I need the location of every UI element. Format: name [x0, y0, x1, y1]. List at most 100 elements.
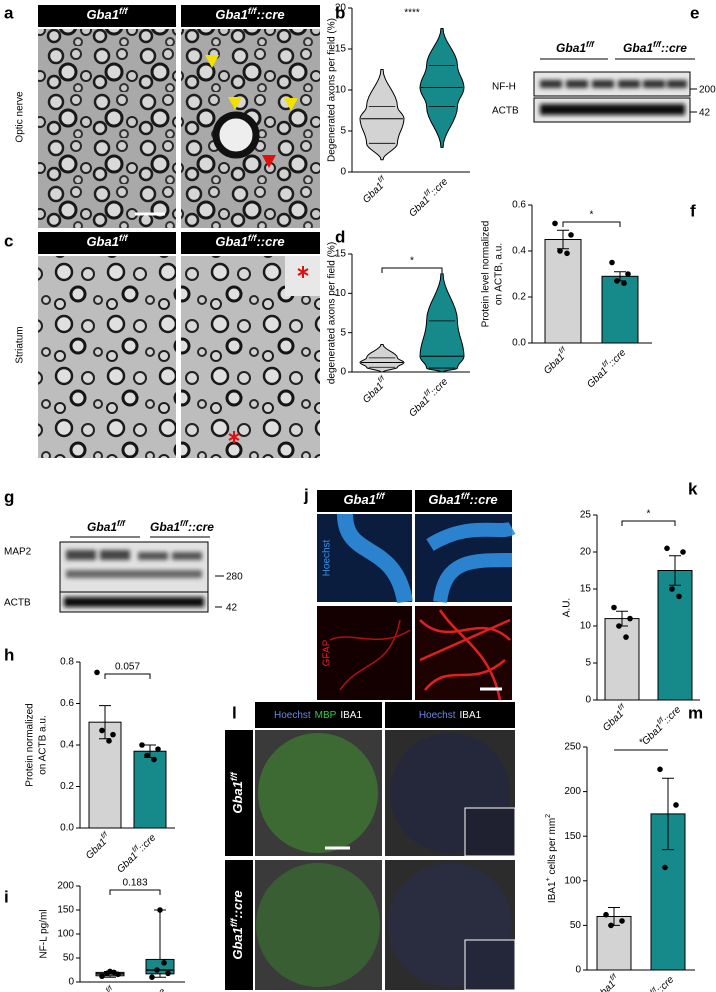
band-label: ACTB	[492, 106, 519, 117]
data-point	[564, 250, 570, 257]
x-tick-label: Gba1f/f::cre	[406, 175, 451, 220]
panel-label: e	[690, 3, 699, 22]
gene-name: Gba1	[87, 520, 117, 534]
y-tick-label: 10	[580, 621, 592, 632]
data-point	[568, 232, 574, 238]
stain-label: Hoechst	[322, 539, 333, 576]
gene-superscript: f/f	[586, 39, 595, 49]
inset	[464, 939, 516, 991]
image-header: Gba1f/f::cre	[215, 233, 284, 249]
data-point	[608, 922, 614, 929]
bar	[657, 570, 693, 701]
y-tick-label: 25	[580, 510, 592, 521]
x-tick-label: Gba1f/f	[360, 374, 391, 405]
gene-superscript: f/f	[131, 844, 141, 854]
y-tick-label: 15	[580, 584, 592, 595]
gene-name: Gba1	[86, 234, 119, 249]
significance-label: ****	[404, 8, 420, 19]
y-tick-label: 0	[340, 367, 346, 378]
inset	[464, 807, 516, 857]
gene-name: Gba1	[150, 520, 180, 534]
gene-name: Gba1	[556, 41, 586, 55]
data-point	[609, 259, 615, 266]
data-point	[161, 960, 167, 966]
image-header: Gba1f/f	[343, 491, 385, 507]
y-tick-label: 5	[340, 126, 346, 137]
data-point	[616, 623, 622, 629]
error-bar	[669, 555, 681, 586]
bar	[601, 275, 639, 344]
y-tick-label: 0	[585, 695, 591, 706]
gene-superscript: f/f	[180, 518, 189, 528]
panel-label: l	[232, 703, 237, 722]
y-tick-label: 0.6	[512, 200, 526, 211]
header-box	[38, 232, 176, 254]
band-label: NF-H	[492, 82, 516, 93]
data-point	[614, 278, 620, 284]
arrowhead	[262, 155, 276, 168]
significance-bar	[562, 221, 621, 227]
blot-header: Gba1f/f::cre	[623, 39, 687, 55]
header-box	[181, 5, 320, 27]
blot-bands	[540, 80, 687, 115]
data-point	[621, 280, 627, 287]
blot-header: Gba1f/f::cre	[150, 518, 214, 534]
blot-bands	[64, 550, 204, 607]
gfap-signal	[329, 619, 411, 691]
gene-superscript: f/f	[376, 491, 386, 501]
gene-suffix: ::cre	[256, 7, 284, 22]
gene-superscript: f/f	[423, 388, 433, 398]
gene-name: Gba1	[361, 380, 386, 405]
y-tick-label: 0.0	[512, 338, 526, 349]
data-point	[99, 727, 105, 734]
violin	[359, 69, 405, 161]
x-tick-label: Gba1f/f	[592, 972, 623, 992]
data-point	[139, 742, 145, 748]
stain-header: Hoechst IBA1	[419, 710, 482, 721]
header-box	[415, 490, 512, 512]
y-tick-label: 20	[580, 547, 592, 558]
x-tick-label: Gba1f/f::cre	[124, 985, 169, 992]
y-tick-label: 0.6	[60, 698, 74, 709]
gene-superscript: f/f	[105, 984, 115, 992]
significance-label: *	[410, 256, 414, 267]
asterisk-marker	[228, 431, 240, 443]
data-point	[106, 738, 112, 744]
gene-name: Gba1	[86, 7, 119, 22]
y-tick-label: 5	[585, 658, 591, 669]
region-label: Optic nerve	[15, 91, 26, 143]
gene-name: Gba1	[84, 836, 109, 861]
gene-suffix: ::cre	[230, 890, 245, 918]
em-image	[38, 29, 176, 228]
stain-word: IBA1	[340, 710, 362, 721]
stain-word: MBP	[315, 710, 337, 721]
gene-suffix: ::cre	[146, 986, 168, 992]
panel-label: a	[4, 3, 14, 22]
band-label: ACTB	[4, 598, 31, 609]
y-tick-label: 0.2	[60, 781, 74, 792]
nerve-section	[258, 733, 378, 853]
size-marker: 42	[699, 108, 711, 119]
axis-label: NF-L pg/ml	[39, 909, 50, 958]
gene-name: Gba1	[428, 492, 461, 507]
y-tick-label: 5	[340, 327, 346, 338]
significance-bar	[104, 673, 151, 679]
x-tick-label: Gba1f/f	[88, 984, 119, 992]
gene-suffix: ::cre	[606, 347, 628, 369]
header-box	[38, 5, 176, 27]
y-tick-label: 50	[63, 953, 75, 964]
asterisk-marker	[297, 266, 309, 278]
data-point	[552, 220, 558, 227]
y-tick-label: 0.0	[60, 823, 74, 834]
gene-superscript: f/f	[117, 518, 126, 528]
data-point	[99, 973, 105, 980]
significance-label: 0.057	[115, 662, 140, 673]
x-tick-label: Gba1f/f::cre	[114, 831, 159, 876]
panel-label: g	[4, 487, 14, 506]
x-tick-label: Gba1f/f	[600, 702, 631, 733]
panel-label: f	[690, 201, 696, 220]
gene-superscript: f/f	[656, 716, 666, 726]
gene-suffix: ::cre	[661, 704, 683, 726]
data-point	[662, 864, 668, 871]
bar	[133, 750, 167, 829]
